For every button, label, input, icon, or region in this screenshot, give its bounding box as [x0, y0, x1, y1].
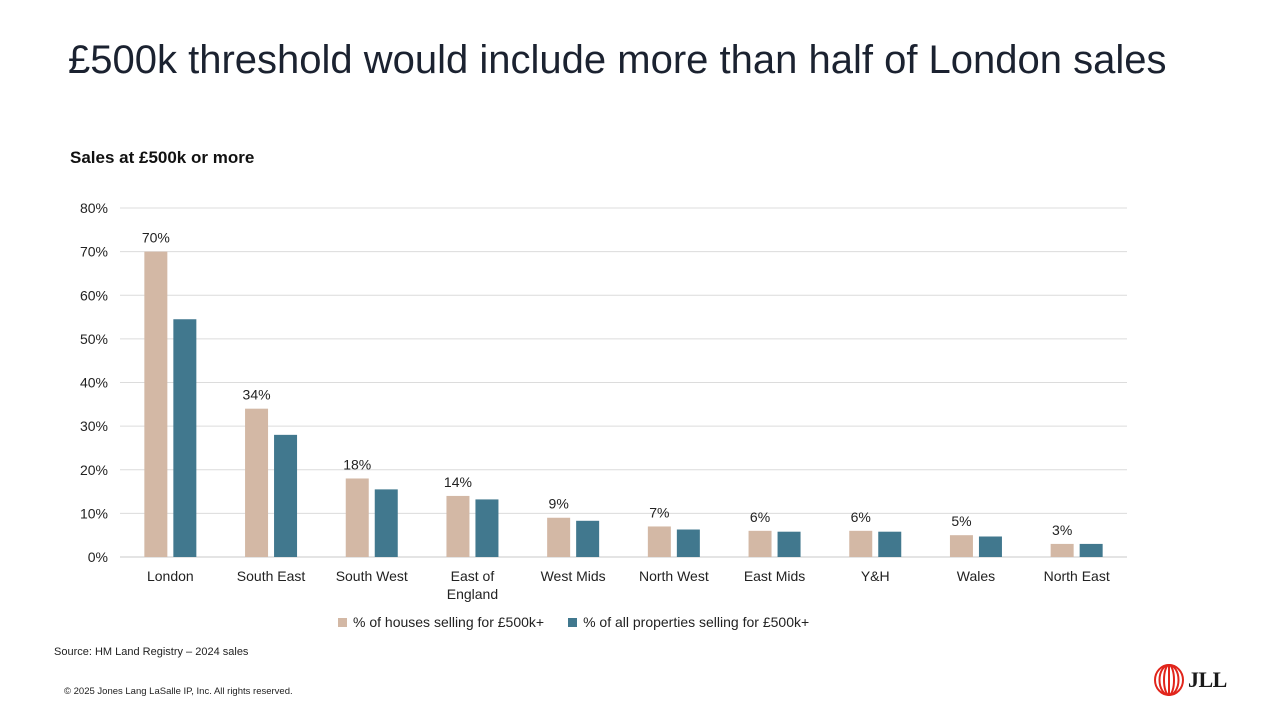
bar-all-properties: [1079, 543, 1103, 557]
bar-houses: [949, 535, 973, 557]
y-tick-label: 80%: [80, 200, 108, 216]
data-label: 7%: [649, 504, 669, 520]
bar-all-properties: [878, 531, 902, 557]
legend-item-all-properties: % of all properties selling for £500k+: [568, 614, 809, 630]
bar-houses: [647, 526, 671, 557]
bar-houses: [849, 530, 873, 557]
bar-all-properties: [475, 499, 499, 557]
bar-all-properties: [777, 531, 801, 557]
data-label: 6%: [851, 509, 871, 525]
bar-all-properties: [576, 520, 600, 557]
bar-all-properties: [274, 434, 298, 557]
bar-houses: [245, 408, 269, 557]
x-tick-label: East of England: [447, 568, 498, 602]
bar-all-properties: [374, 489, 398, 557]
y-tick-label: 0%: [88, 549, 108, 565]
bar-houses: [144, 251, 168, 557]
x-tick-label: South West: [336, 568, 408, 584]
bar-houses: [446, 495, 470, 557]
jll-logo-text: JLL: [1188, 667, 1227, 692]
data-label: 6%: [750, 509, 770, 525]
legend-swatch-houses: [338, 617, 347, 627]
legend-item-houses: % of houses selling for £500k+: [338, 614, 544, 630]
x-tick-label: South East: [237, 568, 306, 584]
jll-logo-icon: [1154, 664, 1184, 696]
bar-houses: [345, 478, 369, 557]
legend-swatch-all-properties: [568, 617, 578, 627]
x-tick-label: London: [147, 568, 194, 584]
bar-all-properties: [978, 536, 1002, 557]
data-label: 5%: [951, 513, 971, 529]
data-label: 14%: [444, 474, 472, 490]
y-tick-label: 70%: [80, 244, 108, 260]
data-label: 34%: [243, 387, 271, 403]
y-tick-label: 30%: [80, 418, 108, 434]
y-tick-label: 50%: [80, 331, 108, 347]
x-tick-label: West Mids: [541, 568, 606, 584]
x-tick-label: North East: [1044, 568, 1110, 584]
jll-logo: JLL: [1154, 664, 1227, 696]
bar-chart: 0% 10% 20% 30% 40% 50% 60% 70% 80% 70% London 34% So…: [80, 200, 1127, 602]
bar-houses: [547, 517, 571, 557]
data-label: 3%: [1052, 522, 1072, 538]
x-tick-label: North West: [639, 568, 709, 584]
y-tick-label: 40%: [80, 375, 108, 391]
slide-title: £500k threshold would include more than …: [68, 38, 1167, 82]
x-tick-label: East Mids: [744, 568, 805, 584]
chart-legend: % of houses selling for £500k+ % of all …: [338, 614, 809, 630]
y-tick-label: 60%: [80, 287, 108, 303]
chart-title: Sales at £500k or more: [70, 148, 255, 167]
y-tick-label: 10%: [80, 505, 108, 521]
copyright-note: © 2025 Jones Lang LaSalle IP, Inc. All r…: [64, 686, 293, 697]
source-note: Source: HM Land Registry – 2024 sales: [54, 646, 249, 658]
bar-houses: [1050, 543, 1074, 557]
data-label: 70%: [142, 230, 170, 246]
bar-houses: [748, 530, 772, 557]
bar-all-properties: [173, 319, 197, 557]
data-label: 18%: [343, 456, 371, 472]
bar-all-properties: [676, 529, 700, 557]
legend-label-houses: % of houses selling for £500k+: [353, 614, 545, 630]
data-label: 9%: [549, 496, 569, 512]
x-tick-label: Wales: [957, 568, 995, 584]
legend-label-all-properties: % of all properties selling for £500k+: [583, 614, 810, 630]
y-tick-label: 20%: [80, 462, 108, 478]
x-tick-label: Y&H: [861, 568, 890, 584]
